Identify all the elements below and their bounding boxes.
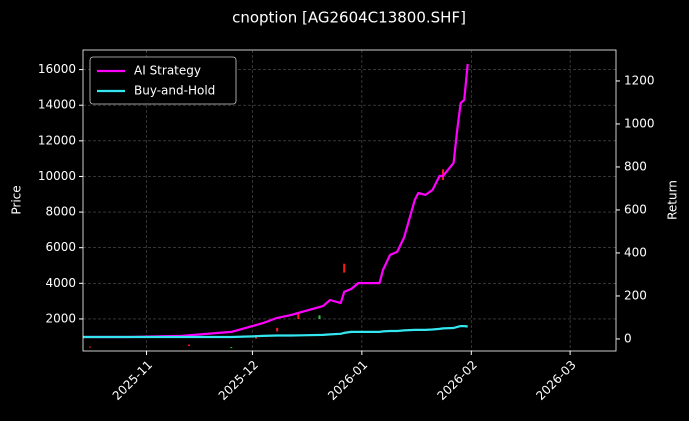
- y-tick-label: 6000: [45, 240, 76, 254]
- legend-box: [89, 56, 237, 105]
- y-tick-label: 10000: [38, 169, 76, 183]
- y-tick-label: 14000: [38, 98, 76, 112]
- legend-label: AI Strategy: [134, 64, 201, 78]
- y2-tick-label: 1000: [624, 116, 655, 130]
- y2-tick-label: 600: [624, 202, 647, 216]
- candle: [318, 315, 321, 319]
- candle: [297, 313, 300, 319]
- y2-tick-label: 0: [624, 331, 632, 345]
- y2-axis-label: Return: [666, 180, 680, 220]
- y-tick-label: 2000: [45, 311, 76, 325]
- y2-tick-label: 800: [624, 159, 647, 173]
- y-tick-label: 4000: [45, 276, 76, 290]
- y2-tick-label: 400: [624, 245, 647, 259]
- plot-frame: [82, 49, 617, 352]
- candle: [89, 346, 92, 348]
- y-tick-label: 16000: [38, 62, 76, 76]
- candle: [230, 347, 233, 349]
- candle: [276, 327, 279, 332]
- candle: [343, 263, 346, 273]
- y2-tick-label: 200: [624, 288, 647, 302]
- y2-tick-label: 1200: [624, 73, 655, 87]
- legend-label: Buy-and-Hold: [134, 84, 215, 98]
- candle: [187, 344, 190, 347]
- chart-title: cnoption [AG2604C13800.SHF]: [232, 9, 466, 27]
- series-line: [83, 63, 469, 339]
- series-line: [83, 325, 468, 339]
- y-tick-label: 12000: [38, 133, 76, 147]
- y-axis-label: Price: [10, 185, 24, 214]
- y-tick-label: 8000: [45, 205, 76, 219]
